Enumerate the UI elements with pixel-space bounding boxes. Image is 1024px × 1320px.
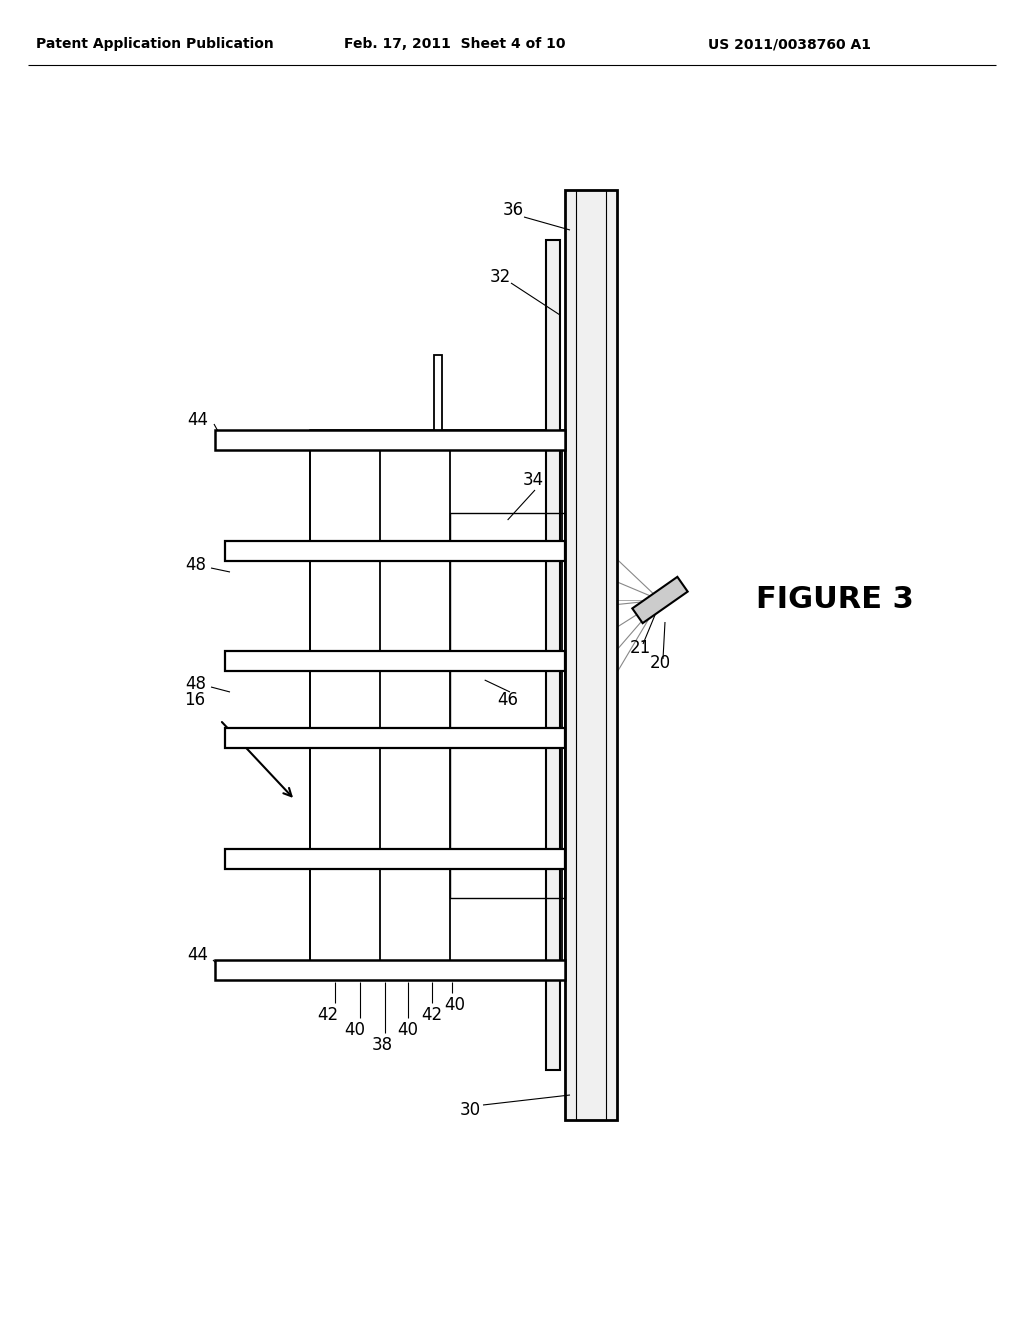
Bar <box>215 430 565 450</box>
Bar <box>225 651 565 671</box>
Text: 36: 36 <box>503 201 523 219</box>
Text: 44: 44 <box>187 946 209 964</box>
Bar <box>433 355 441 430</box>
Bar <box>225 729 565 748</box>
Text: 30: 30 <box>460 1101 480 1119</box>
Text: US 2011/0038760 A1: US 2011/0038760 A1 <box>709 37 871 51</box>
Text: 40: 40 <box>344 1020 366 1039</box>
Bar <box>215 960 565 979</box>
Text: 48: 48 <box>185 556 207 574</box>
Text: 46: 46 <box>498 690 518 709</box>
Text: 48: 48 <box>185 675 207 693</box>
Bar <box>565 190 617 1119</box>
Text: 21: 21 <box>630 639 650 657</box>
Polygon shape <box>632 577 688 623</box>
Text: 40: 40 <box>397 1020 419 1039</box>
Text: 34: 34 <box>522 471 544 488</box>
Bar <box>451 512 565 898</box>
Text: 20: 20 <box>649 653 671 672</box>
Text: 38: 38 <box>372 1036 392 1053</box>
Text: FIGURE 3: FIGURE 3 <box>756 586 913 615</box>
Text: 42: 42 <box>317 1006 339 1024</box>
Bar <box>225 849 565 869</box>
Text: 16: 16 <box>184 690 206 709</box>
Bar <box>575 190 606 1119</box>
Bar <box>225 541 565 561</box>
Text: 42: 42 <box>422 1006 442 1024</box>
Text: 32: 32 <box>489 268 511 286</box>
Text: 40: 40 <box>444 997 466 1014</box>
Bar <box>310 430 565 979</box>
Text: Patent Application Publication: Patent Application Publication <box>36 37 273 51</box>
Text: Feb. 17, 2011  Sheet 4 of 10: Feb. 17, 2011 Sheet 4 of 10 <box>344 37 565 51</box>
Text: 44: 44 <box>187 411 209 429</box>
Bar <box>546 240 560 1071</box>
